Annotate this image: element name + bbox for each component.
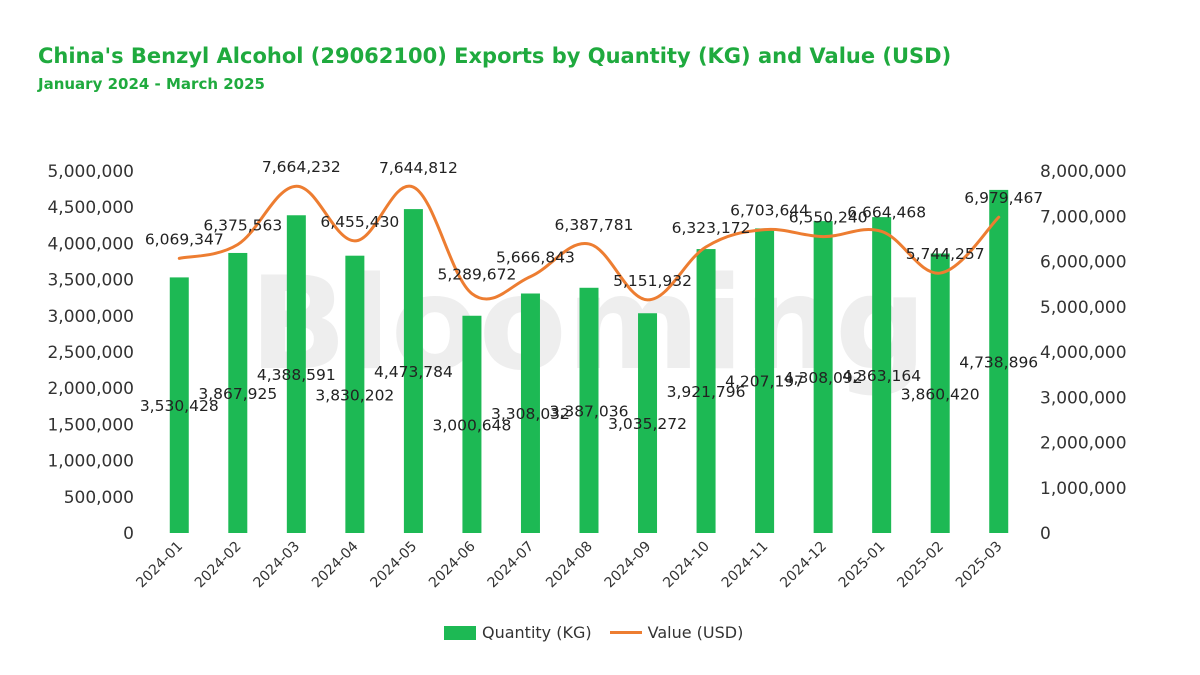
x-tick-label: 2024-02	[192, 539, 245, 592]
y-left-tick-label: 4,500,000	[47, 198, 134, 218]
value-data-label: 5,289,672	[437, 266, 516, 284]
quantity-bar	[403, 209, 423, 534]
x-tick-label: 2024-01	[133, 539, 186, 592]
chart-title: China's Benzyl Alcohol (29062100) Export…	[38, 44, 952, 68]
y-right-tick-label: 7,000,000	[1040, 207, 1127, 227]
y-right-tick-label: 0	[1040, 524, 1051, 544]
value-data-label: 6,069,347	[145, 230, 224, 248]
x-tick-label: 2024-10	[660, 539, 713, 592]
x-tick-label: 2024-12	[777, 539, 830, 592]
x-tick-label: 2024-03	[250, 539, 303, 592]
x-tick-label: 2024-08	[543, 539, 596, 592]
y-right-tick-label: 5,000,000	[1040, 298, 1127, 318]
x-tick-label: 2024-09	[602, 539, 655, 592]
quantity-bar	[228, 252, 248, 534]
x-tick-label: 2025-02	[894, 539, 947, 592]
y-left-tick-label: 4,000,000	[47, 234, 134, 254]
y-right-tick-label: 4,000,000	[1040, 343, 1127, 363]
x-tick-label: 2024-07	[485, 539, 538, 592]
x-tick-label: 2024-11	[719, 539, 772, 592]
y-left-tick-label: 3,500,000	[47, 271, 134, 291]
quantity-bar	[755, 228, 775, 534]
y-right-tick-label: 1,000,000	[1040, 479, 1127, 499]
quantity-data-label: 4,473,784	[374, 363, 453, 381]
quantity-bar	[579, 287, 599, 533]
quantity-data-label: 3,867,925	[198, 385, 277, 403]
chart-legend: Quantity (KG) Value (USD)	[444, 623, 743, 642]
y-right-tick-label: 6,000,000	[1040, 253, 1127, 273]
legend-line-label: Value (USD)	[647, 623, 744, 642]
legend-bar-label: Quantity (KG)	[482, 623, 592, 642]
value-data-label: 5,151,932	[613, 272, 692, 290]
quantity-bar	[872, 217, 892, 533]
value-data-label: 7,664,232	[262, 158, 341, 176]
quantity-bar	[345, 255, 365, 534]
x-tick-label: 2024-04	[309, 538, 362, 591]
value-data-label: 6,664,468	[847, 203, 926, 221]
quantity-data-label: 4,207,197	[725, 373, 804, 391]
quantity-bar	[462, 315, 482, 533]
quantity-data-label: 3,387,036	[550, 402, 629, 420]
quantity-data-label: 3,860,420	[901, 385, 980, 403]
value-data-label: 5,744,257	[906, 245, 985, 263]
legend-line-swatch	[609, 631, 642, 634]
x-tick-label: 2024-06	[426, 538, 479, 591]
y-left-tick-label: 1,500,000	[47, 415, 134, 435]
quantity-bar	[989, 189, 1009, 533]
y-left-tick-label: 5,000,000	[47, 162, 134, 182]
quantity-data-label: 3,921,796	[667, 383, 746, 401]
y-left-tick-label: 1,000,000	[47, 452, 134, 472]
y-left-tick-label: 2,500,000	[47, 343, 134, 363]
quantity-data-label: 3,530,428	[140, 397, 219, 415]
value-data-label: 5,666,843	[496, 249, 575, 267]
value-data-label: 6,387,781	[555, 216, 634, 234]
value-data-label: 6,323,172	[672, 219, 751, 237]
y-right-tick-label: 3,000,000	[1040, 388, 1127, 408]
quantity-data-label: 3,830,202	[315, 386, 394, 404]
value-data-label: 6,703,644	[730, 202, 809, 220]
legend-bar-swatch	[444, 625, 476, 640]
quantity-bar	[520, 293, 540, 533]
value-data-label: 6,455,430	[320, 213, 399, 231]
quantity-bar	[930, 253, 950, 533]
quantity-data-label: 3,000,648	[432, 416, 511, 434]
y-left-tick-label: 3,000,000	[47, 307, 134, 327]
chart-subtitle: January 2024 - March 2025	[38, 75, 265, 93]
x-tick-label: 2024-05	[368, 539, 421, 592]
quantity-bar	[813, 221, 833, 533]
y-left-tick-label: 0	[123, 524, 134, 544]
y-left-tick-label: 2,000,000	[47, 379, 134, 399]
value-data-label: 6,375,563	[203, 217, 282, 235]
value-data-label: 7,644,812	[379, 159, 458, 177]
quantity-bar	[286, 215, 306, 534]
quantity-bar	[638, 313, 658, 533]
quantity-data-label: 4,363,164	[842, 367, 921, 385]
quantity-data-label: 4,388,591	[257, 366, 336, 384]
quantity-bar	[696, 249, 716, 534]
quantity-data-label: 4,308,092	[784, 369, 863, 387]
quantity-data-label: 3,308,032	[491, 405, 570, 423]
quantity-bar	[169, 277, 189, 533]
x-tick-label: 2025-03	[953, 539, 1006, 592]
value-data-label: 6,979,467	[964, 189, 1043, 207]
quantity-data-label: 4,738,896	[959, 353, 1038, 371]
y-left-tick-label: 500,000	[64, 488, 134, 508]
value-line	[177, 184, 1001, 302]
value-data-label: 6,550,240	[789, 209, 868, 227]
y-right-tick-label: 2,000,000	[1040, 434, 1127, 454]
quantity-data-label: 3,035,272	[608, 415, 687, 433]
y-right-tick-label: 8,000,000	[1040, 162, 1127, 182]
x-tick-label: 2025-01	[836, 539, 889, 592]
